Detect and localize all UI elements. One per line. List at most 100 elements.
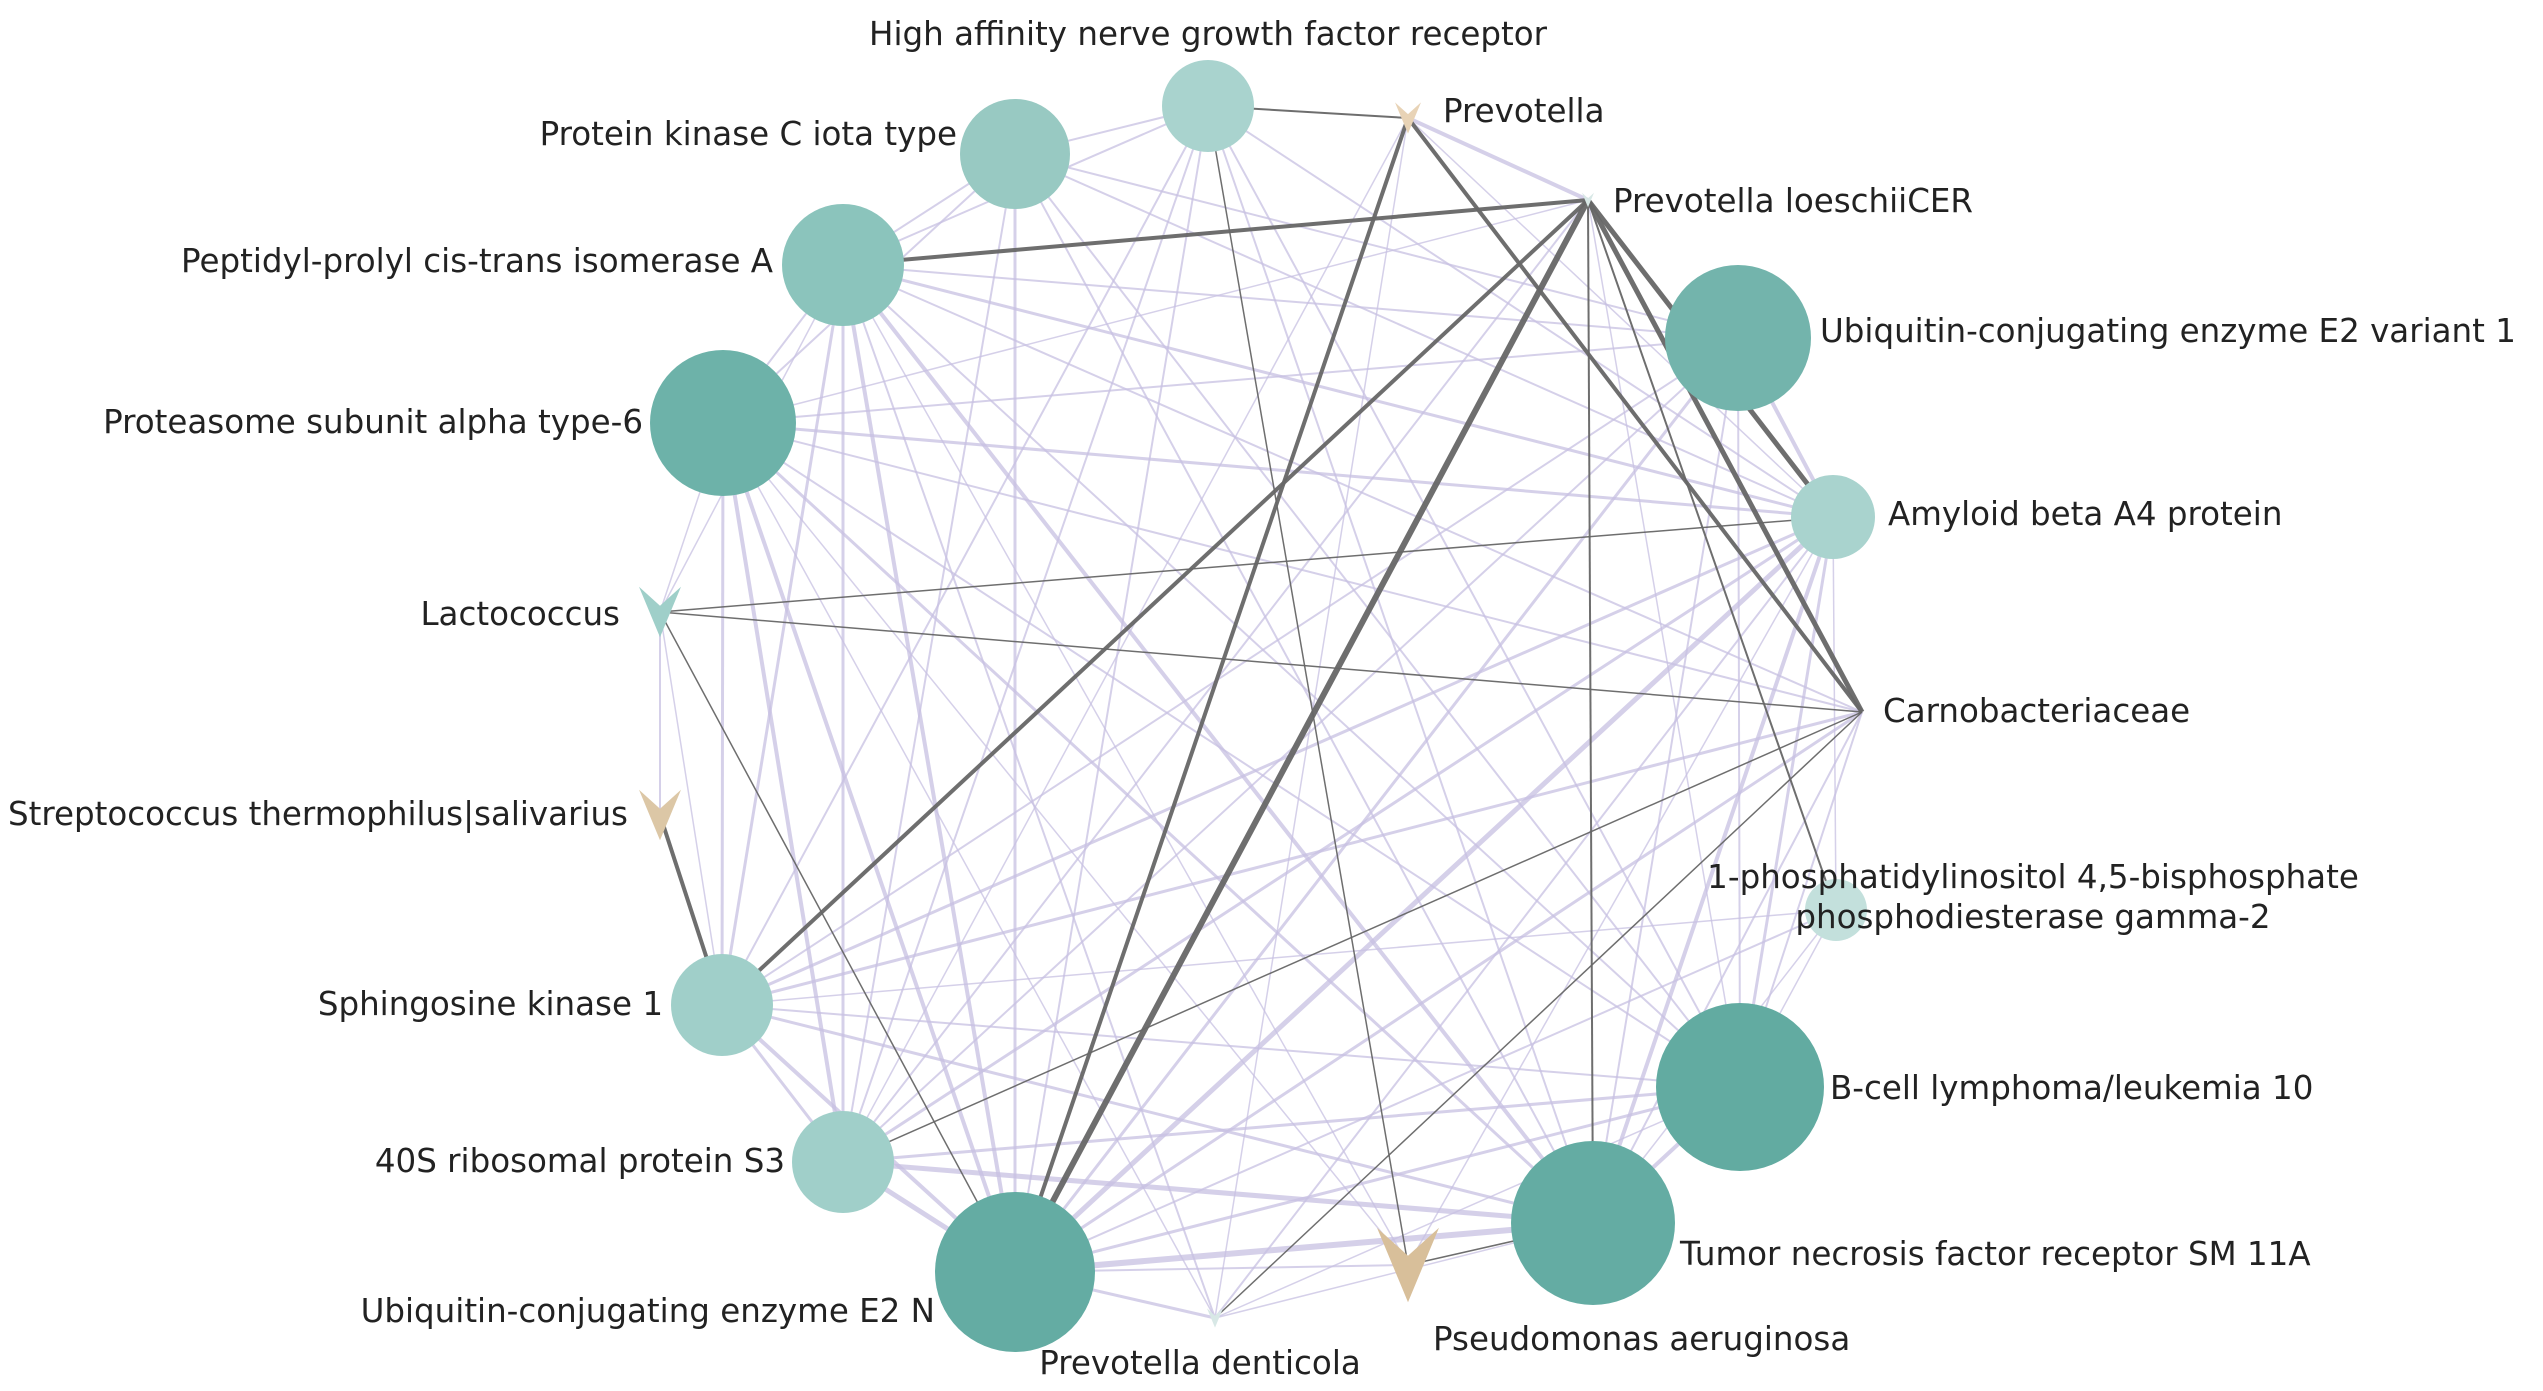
edge-sphk1-psma6 bbox=[720, 422, 725, 1006]
edge-carnobacteriaceae-prevotella_denticola bbox=[1214, 711, 1863, 1319]
edge-carnobacteriaceae-psma6 bbox=[722, 422, 1863, 713]
edge-prevotella-rps3 bbox=[842, 117, 1409, 1163]
node-layer bbox=[639, 60, 1875, 1352]
label-sphk1: Sphingosine kinase 1 bbox=[318, 985, 663, 1023]
edge-prevotella_loeschii-carnobacteriaceae bbox=[1585, 198, 1865, 714]
edge-prevotella-prevotella_loeschii bbox=[1407, 116, 1589, 202]
node-lactococcus-arrow-icon[interactable] bbox=[639, 586, 681, 638]
edge-lactococcus-sphk1 bbox=[659, 611, 723, 1006]
edge-prevotella_loeschii-plcg2 bbox=[1587, 199, 1837, 911]
node-plcg2[interactable] bbox=[1805, 879, 1867, 941]
node-amyloid[interactable] bbox=[1791, 475, 1875, 559]
label-lactococcus: Lactococcus bbox=[420, 595, 620, 633]
label-prkci: Protein kinase C iota type bbox=[540, 115, 957, 153]
edge-rps3-prkci bbox=[842, 153, 1016, 1163]
edge-bcl10-psma6 bbox=[722, 422, 1741, 1088]
edge-prevotella_loeschii-bcl10 bbox=[1587, 199, 1741, 1088]
node-psma6[interactable] bbox=[650, 350, 796, 496]
node-rps3[interactable] bbox=[792, 1111, 894, 1213]
edge-plcg2-sphk1 bbox=[721, 909, 1837, 1006]
edge-high_affinity-sphk1 bbox=[721, 105, 1209, 1006]
edge-prevotella_loeschii-ube2n bbox=[1012, 198, 1591, 1274]
edge-tnfr-sphk1 bbox=[721, 1003, 1594, 1225]
node-prevotella-arrow-icon[interactable] bbox=[1395, 102, 1421, 134]
label-high_affinity: High affinity nerve growth factor recept… bbox=[869, 15, 1548, 53]
edge-sphk1-carnobacteriaceae bbox=[721, 710, 1863, 1007]
node-ube2v1[interactable] bbox=[1665, 265, 1811, 411]
node-sphk1[interactable] bbox=[671, 954, 773, 1056]
label-bcl10: B-cell lymphoma/leukemia 10 bbox=[1830, 1069, 2313, 1107]
label-carnobacteriaceae: Carnobacteriaceae bbox=[1883, 692, 2190, 730]
edge-ube2n-high_affinity bbox=[1014, 105, 1209, 1273]
label-pseudomonas: Pseudomonas aeruginosa bbox=[1433, 1320, 1850, 1358]
edge-high_affinity-pseudomonas bbox=[1207, 105, 1409, 1266]
label-psma6: Proteasome subunit alpha type-6 bbox=[103, 403, 643, 441]
label-ube2n: Ubiquitin-conjugating enzyme E2 N bbox=[361, 1292, 935, 1330]
label-prevotella_loeschii: Prevotella loeschiiCER bbox=[1613, 182, 1973, 220]
node-ube2n[interactable] bbox=[935, 1192, 1095, 1352]
edge-amyloid-bcl10 bbox=[1738, 516, 1835, 1088]
edge-ube2n-ppia bbox=[841, 264, 1017, 1273]
edge-high_affinity-rps3 bbox=[842, 105, 1209, 1163]
edge-tnfr-ube2n bbox=[1014, 1220, 1594, 1275]
edge-ube2n-psma6 bbox=[721, 422, 1017, 1273]
edge-tnfr-rps3 bbox=[842, 1159, 1594, 1226]
edge-high_affinity-tnfr bbox=[1207, 105, 1594, 1224]
edge-ube2v1-psma6 bbox=[722, 337, 1739, 424]
edge-pseudomonas-amyloid bbox=[1407, 516, 1834, 1266]
edge-rps3-psma6 bbox=[721, 422, 845, 1163]
edge-prevotella-amyloid bbox=[1407, 117, 1834, 518]
node-prevotella_loeschii-arrow-icon[interactable] bbox=[1582, 192, 1594, 208]
edge-prevotella_denticola-ppia bbox=[842, 264, 1216, 1319]
edge-prevotella-ube2n bbox=[1013, 117, 1410, 1273]
label-prevotella_denticola: Prevotella denticola bbox=[1039, 1344, 1361, 1382]
edge-plcg2-ube2n bbox=[1014, 909, 1837, 1273]
edge-layer bbox=[658, 105, 1865, 1320]
edge-bcl10-prkci bbox=[1014, 153, 1741, 1088]
edge-ube2n-carnobacteriaceae bbox=[1014, 710, 1863, 1274]
edge-tnfr-prkci bbox=[1014, 153, 1594, 1224]
edge-prevotella_loeschii-ppia bbox=[842, 198, 1589, 267]
node-tnfr[interactable] bbox=[1511, 1141, 1675, 1305]
label-streptococcus: Streptococcus thermophilus|salivarius bbox=[8, 795, 628, 833]
node-prevotella_denticola-arrow-icon[interactable] bbox=[1207, 1308, 1223, 1328]
edge-prevotella_denticola-bcl10 bbox=[1214, 1086, 1741, 1319]
edge-carnobacteriaceae-tnfr bbox=[1592, 711, 1863, 1224]
edge-ube2v1-prkci bbox=[1014, 153, 1739, 339]
edge-prevotella_loeschii-psma6 bbox=[722, 199, 1589, 424]
edge-prevotella_denticola-amyloid bbox=[1214, 516, 1834, 1319]
edge-tnfr-ppia bbox=[841, 263, 1595, 1225]
edge-prevotella_loeschii-tnfr bbox=[1587, 199, 1594, 1224]
edge-ube2v1-bcl10 bbox=[1737, 337, 1741, 1088]
edge-lactococcus-amyloid bbox=[659, 516, 1834, 613]
node-high_affinity[interactable] bbox=[1162, 60, 1254, 152]
edge-sphk1-ppia bbox=[720, 264, 845, 1006]
edge-ube2v1-ube2n bbox=[1013, 337, 1740, 1273]
node-ppia[interactable] bbox=[782, 204, 904, 326]
label-plcg2: 1-phosphatidylinositol 4,5-bisphosphate p… bbox=[1707, 858, 2359, 936]
edge-pseudomonas-psma6 bbox=[722, 422, 1409, 1266]
node-streptococcus-arrow-icon[interactable] bbox=[639, 789, 681, 841]
label-layer: High affinity nerve growth factor recept… bbox=[8, 15, 2516, 1382]
label-ppia: Peptidyl-prolyl cis-trans isomerase A bbox=[181, 242, 773, 280]
label-prevotella: Prevotella bbox=[1443, 92, 1605, 130]
edge-amyloid-rps3 bbox=[842, 515, 1834, 1164]
node-prkci[interactable] bbox=[960, 99, 1070, 209]
edge-lactococcus-carnobacteriaceae bbox=[659, 611, 1863, 713]
node-pseudomonas-arrow-icon[interactable] bbox=[1377, 1227, 1439, 1303]
edge-amyloid-ppia bbox=[842, 263, 1834, 519]
edge-amyloid-psma6 bbox=[722, 421, 1834, 519]
edge-high_affinity-bcl10 bbox=[1207, 105, 1741, 1088]
edge-plcg2-amyloid bbox=[1832, 516, 1837, 911]
label-ube2v1: Ubiquitin-conjugating enzyme E2 variant … bbox=[1820, 312, 2516, 350]
edge-bcl10-ube2n bbox=[1014, 1085, 1741, 1274]
label-amyloid: Amyloid beta A4 protein bbox=[1888, 495, 2282, 533]
edge-bcl10-ppia bbox=[842, 264, 1741, 1088]
label-rps3: 40S ribosomal protein S3 bbox=[375, 1142, 785, 1180]
edge-amyloid-tnfr bbox=[1591, 516, 1835, 1224]
edge-pseudomonas-ppia bbox=[842, 264, 1409, 1266]
node-bcl10[interactable] bbox=[1656, 1003, 1824, 1171]
edge-amyloid-high_affinity bbox=[1207, 105, 1834, 518]
